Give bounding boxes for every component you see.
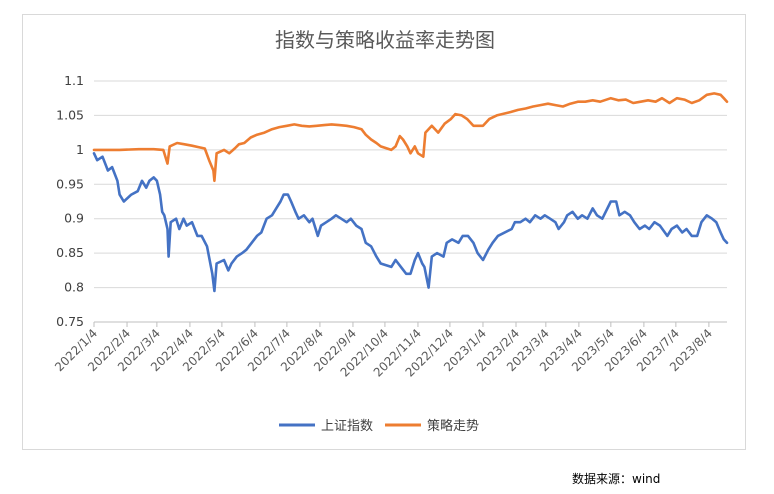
y-tick-label: 0.85 [56,245,84,260]
source-note: 数据来源：wind [572,472,661,486]
y-tick-label: 0.75 [56,314,84,329]
y-tick-label: 0.95 [56,176,84,191]
y-tick-label: 1.05 [56,107,84,122]
series-line-strategy [92,92,729,183]
y-tick-label: 0.9 [64,211,84,226]
line-chart: 指数与策略收益率走势图 0.750.80.850.90.9511.051.120… [52,28,729,434]
y-tick-label: 1.1 [64,73,84,88]
legend: 上证指数 策略走势 [279,418,479,434]
y-tick-label: 0.8 [64,280,84,295]
y-tick-label: 1 [76,142,84,157]
chart-title: 指数与策略收益率走势图 [275,28,495,52]
series-line-index [92,152,729,293]
axes: 0.750.80.850.90.9511.051.12022/1/42022/2… [52,73,715,380]
legend-label: 上证指数 [321,419,373,434]
grid [94,80,727,323]
legend-label: 策略走势 [427,418,479,434]
series [92,92,729,293]
chart-frame: 指数与策略收益率走势图 0.75 0.8 0.85 0.9 0.95 1 1.05 1.1 20… [22,14,746,450]
